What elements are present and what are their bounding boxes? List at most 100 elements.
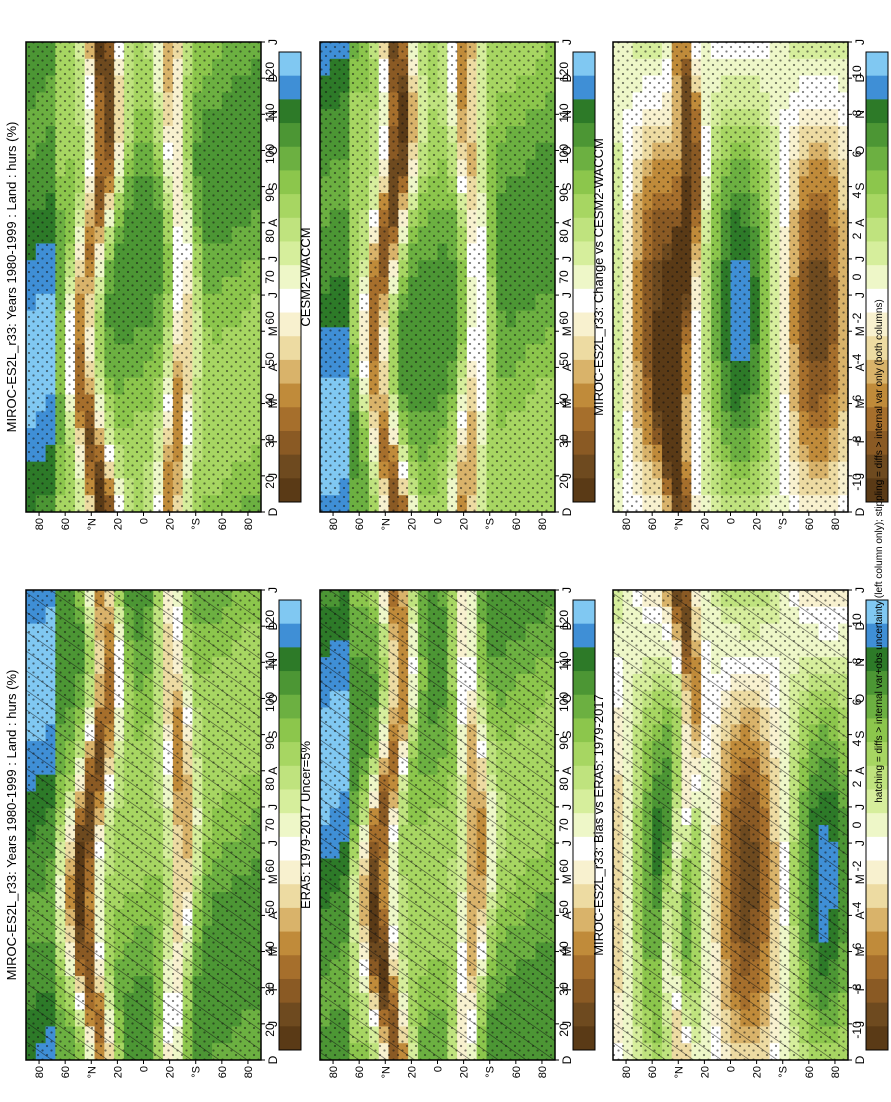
x-tick-label: J <box>560 804 574 810</box>
colorbar-swatch <box>573 477 595 502</box>
colorbar-swatch <box>279 836 301 861</box>
colorbar-tick-label: -4 <box>850 353 864 364</box>
x-tick-label: A <box>266 767 280 775</box>
x-tick-label: M <box>560 874 574 884</box>
colorbar-swatch <box>866 288 888 313</box>
panel-title: MIROC-ES2L_r33: Change vs CESM2-WACCM <box>591 138 606 416</box>
colorbar-tick-label: 4 <box>850 191 864 198</box>
colorbar-tick-label: 4 <box>850 739 864 746</box>
colorbar-tick-label: 40 <box>557 393 571 407</box>
x-tick-label: N <box>853 110 867 119</box>
panel-1: ERA5: 1979-2017 Uncer=5% 80 60 °N 20 0 20 °S 60 8… <box>298 587 596 1078</box>
colorbar-swatch <box>279 312 301 337</box>
colorbar-swatch <box>866 599 888 624</box>
colorbar-tick-label: 120 <box>557 610 571 630</box>
colorbar-swatch <box>573 454 595 479</box>
colorbar-swatch <box>279 75 301 100</box>
x-tick-label: A <box>266 911 280 919</box>
x-tick-label: O <box>266 694 280 703</box>
y-tick-label: 60 <box>354 518 366 530</box>
y-tick-label: 20 <box>459 1066 471 1078</box>
y-tick-label: 60 <box>217 1066 229 1078</box>
x-tick-label: J <box>266 840 280 846</box>
colorbar-tick-label: 120 <box>263 610 277 630</box>
x-tick-label: J <box>560 473 574 479</box>
colorbar-tick-label: 20 <box>263 475 277 489</box>
x-tick-label: J <box>560 292 574 298</box>
colorbar-tick-label: 100 <box>557 144 571 164</box>
colorbar-tick-label: -4 <box>850 901 864 912</box>
x-tick-label: O <box>560 694 574 703</box>
colorbar-tick-label: -8 <box>850 983 864 994</box>
x-tick-label: F <box>853 984 867 991</box>
colorbar-tick-label: 10 <box>850 65 864 79</box>
colorbar-swatch <box>573 741 595 766</box>
y-tick-label: 60 <box>647 1066 659 1078</box>
colorbar-tick-label: 90 <box>263 736 277 750</box>
y-tick-label: 80 <box>621 518 633 530</box>
colorbar-swatch <box>573 883 595 908</box>
x-tick-label: J <box>853 256 867 262</box>
colorbar-swatch <box>279 193 301 218</box>
x-tick-label: F <box>266 984 280 991</box>
x-tick-label: S <box>560 183 574 191</box>
colorbar-swatch <box>279 789 301 814</box>
colorbar-swatch <box>866 646 888 672</box>
x-tick-label: F <box>266 436 280 443</box>
y-tick-label: °N <box>673 1066 685 1078</box>
y-tick-label: 80 <box>328 518 340 530</box>
y-tick-label: °S <box>191 518 203 530</box>
x-tick-label: J <box>266 292 280 298</box>
x-tick-label: S <box>560 731 574 739</box>
y-tick-label: °S <box>778 518 790 530</box>
colorbar-swatch <box>279 430 301 455</box>
colorbar-tick-label: 40 <box>263 941 277 955</box>
colorbar-swatch <box>573 954 595 979</box>
colorbar-swatch <box>573 789 595 814</box>
colorbar-tick-label: 90 <box>263 188 277 202</box>
colorbar-swatch <box>573 860 595 885</box>
y-tick-label: 60 <box>60 518 72 530</box>
x-tick-label: N <box>853 658 867 667</box>
y-tick-label: 0 <box>726 1066 738 1072</box>
colorbar-tick-label: 40 <box>263 393 277 407</box>
y-tick-label: 0 <box>139 518 151 524</box>
colorbar-swatch <box>573 193 595 218</box>
x-tick-label: M <box>266 399 280 409</box>
colorbar-swatch <box>866 623 888 648</box>
x-tick-label: F <box>560 436 574 443</box>
colorbar-swatch <box>573 978 595 1003</box>
panel-2: MIROC-ES2L_r33: Bias vs ERA5: 1979-2017 8… <box>591 587 889 1078</box>
colorbar-swatch <box>573 907 595 932</box>
colorbar-tick-label: 50 <box>263 900 277 914</box>
colorbar-tick-label: 30 <box>557 982 571 996</box>
colorbar-tick-label: 80 <box>263 777 277 791</box>
colorbar-frame <box>278 51 302 503</box>
colorbar-tick-label: 8 <box>850 657 864 664</box>
colorbar-swatch <box>866 335 888 360</box>
y-tick-label: 60 <box>354 1066 366 1078</box>
x-tick-label: O <box>853 694 867 703</box>
x-tick-label: A <box>560 363 574 371</box>
colorbar-swatch <box>573 599 595 624</box>
colorbar-swatch <box>279 383 301 408</box>
colorbar-swatch <box>279 765 301 790</box>
x-tick-label: J <box>853 804 867 810</box>
colorbar-swatch <box>279 931 301 956</box>
x-tick-label: M <box>853 947 867 957</box>
colorbar-tick-label: 70 <box>557 270 571 284</box>
colorbar-tick-label: 110 <box>263 103 277 122</box>
colorbar-frame <box>865 51 889 503</box>
y-tick-label: 20 <box>406 1066 418 1078</box>
colorbar-swatch <box>279 1002 301 1027</box>
colorbar-swatch <box>866 1002 888 1027</box>
colorbar-swatch <box>866 146 888 171</box>
x-tick-label: A <box>266 363 280 371</box>
colorbar-tick-label: 60 <box>263 859 277 873</box>
y-tick-label: °S <box>778 1066 790 1078</box>
colorbar-tick-label: 2 <box>850 232 864 239</box>
y-tick-label: 60 <box>804 518 816 530</box>
y-tick-label: 20 <box>752 1066 764 1078</box>
y-tick-label: 80 <box>537 1066 549 1078</box>
